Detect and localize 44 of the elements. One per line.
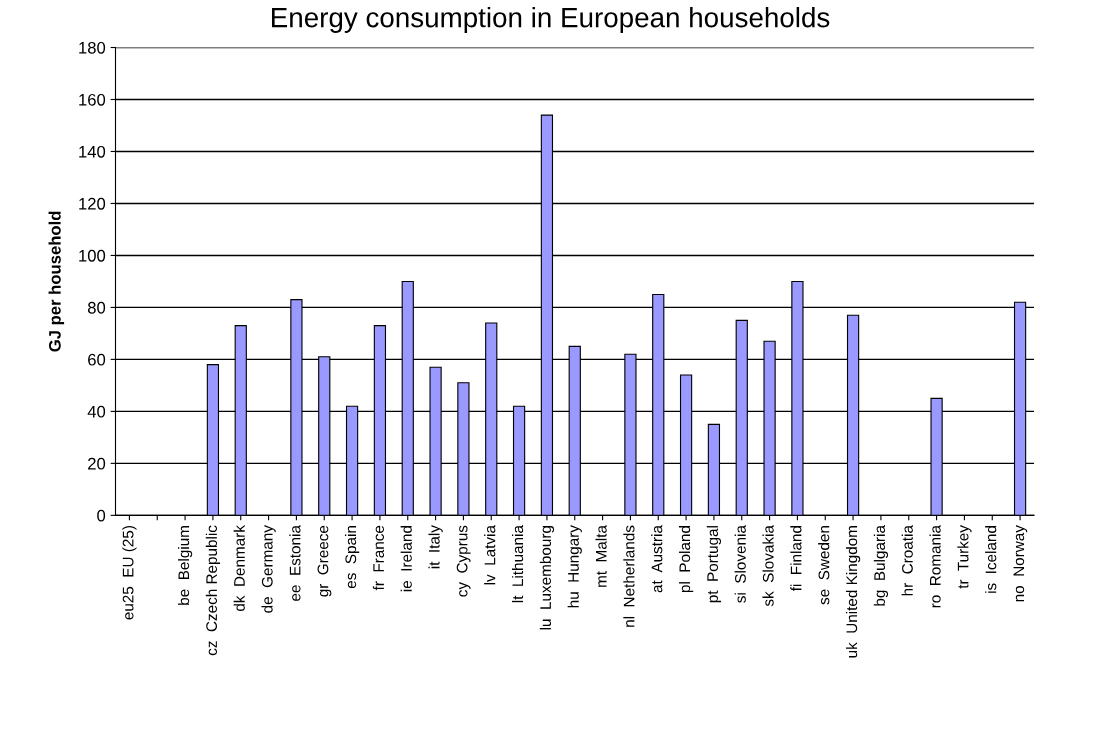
x-tick-label: hu Hungary [567, 525, 582, 608]
x-tick-label: pl Poland [678, 526, 694, 593]
x-tick-label: at Austria [651, 525, 663, 593]
y-tick-label: 80 [87, 301, 106, 314]
x-tick-label: mt Malta [595, 525, 607, 587]
x-tick-label: fr France [372, 525, 385, 591]
x-tick-label: es Spain [344, 526, 360, 589]
y-tick-label: 120 [79, 197, 106, 210]
x-tick-label: eu25 EU (25) [122, 526, 137, 620]
x-tick-label: pt Portugal [706, 526, 722, 603]
x-tick-label: se Sweden [818, 526, 830, 605]
x-tick-label: cz Czech Republic [205, 525, 221, 656]
y-tick-label: 140 [79, 145, 106, 158]
x-tick-label: be Belgium [177, 526, 193, 605]
y-tick-label: 100 [79, 249, 106, 262]
y-tick-label: 160 [79, 93, 106, 106]
x-tick-label: ie Ireland [400, 526, 412, 592]
x-tick-label: lu Luxembourg [539, 526, 555, 630]
x-tick-label: ee Estonia [289, 525, 301, 601]
y-tick-label: 0 [97, 509, 106, 522]
x-tick-label: lv Latvia [484, 525, 496, 585]
chart-title: Energy consumption in European households [272, 7, 830, 33]
x-tick-label: is Iceland [985, 526, 997, 593]
x-tick-label: dk Denmark [233, 525, 245, 612]
x-tick-label: de Germany [261, 525, 276, 613]
x-tick-label: hr Croatia [901, 525, 913, 596]
x-tick-label: cy Cyprus [456, 525, 471, 597]
y-tick-label: 20 [88, 457, 106, 470]
y-tick-label: 60 [88, 353, 106, 366]
y-axis-title: GJ per household [48, 211, 65, 352]
x-tick-label: uk United Kingdom [845, 526, 861, 658]
x-tick-label: no Norway [1013, 525, 1028, 602]
x-tick-label: gr Greece [317, 525, 332, 597]
y-tick-label: 40 [87, 405, 106, 418]
x-tick-label: bg Bulgaria [873, 525, 889, 606]
x-tick-label: it Italy [428, 525, 443, 569]
x-tick-label: tr Turkey [957, 525, 972, 589]
x-tick-label: si Slovenia [734, 525, 746, 603]
x-tick-label: fi Finland [790, 526, 802, 592]
y-tick-label: 180 [79, 41, 106, 54]
x-tick-label: sk Slovakia [762, 525, 774, 607]
x-tick-label: lt Lithuania [511, 525, 524, 603]
x-tick-label: nl Netherlands [623, 525, 635, 627]
x-tick-label: ro Romania [929, 525, 941, 608]
